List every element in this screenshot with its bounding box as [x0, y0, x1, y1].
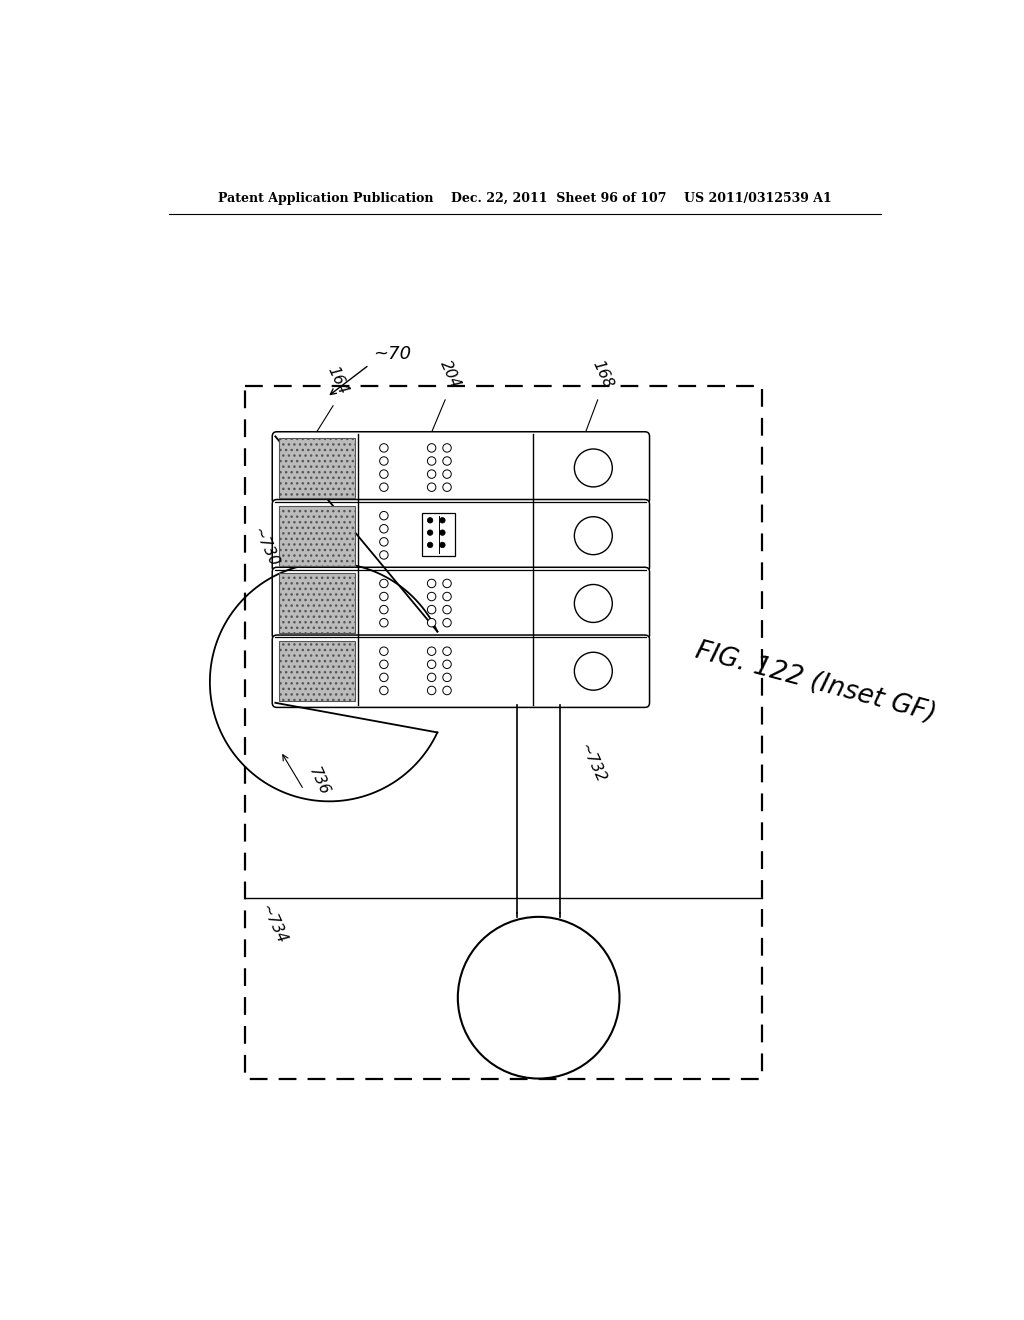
- Text: 164: 164: [325, 364, 350, 397]
- Circle shape: [442, 647, 452, 656]
- Circle shape: [427, 686, 436, 694]
- Circle shape: [427, 483, 436, 491]
- Text: ~732: ~732: [578, 741, 608, 785]
- Text: FIG. 122 (Inset GF): FIG. 122 (Inset GF): [692, 638, 939, 727]
- Circle shape: [380, 660, 388, 668]
- Circle shape: [427, 647, 436, 656]
- Text: ~730: ~730: [250, 525, 282, 569]
- Circle shape: [427, 457, 436, 465]
- Circle shape: [427, 579, 436, 587]
- Circle shape: [442, 673, 452, 681]
- Circle shape: [574, 449, 612, 487]
- Circle shape: [442, 579, 452, 587]
- Circle shape: [574, 585, 612, 623]
- Circle shape: [427, 606, 436, 614]
- Bar: [280, 642, 354, 701]
- Bar: [280, 573, 354, 634]
- Text: Patent Application Publication    Dec. 22, 2011  Sheet 96 of 107    US 2011/0312: Patent Application Publication Dec. 22, …: [218, 191, 831, 205]
- Circle shape: [442, 483, 452, 491]
- Circle shape: [574, 652, 612, 690]
- Circle shape: [380, 686, 388, 694]
- Circle shape: [427, 673, 436, 681]
- Circle shape: [380, 457, 388, 465]
- Circle shape: [380, 550, 388, 560]
- Circle shape: [380, 537, 388, 546]
- Circle shape: [442, 686, 452, 694]
- FancyBboxPatch shape: [272, 499, 649, 572]
- Bar: [245, 385, 762, 1078]
- FancyBboxPatch shape: [272, 568, 649, 640]
- Circle shape: [427, 593, 436, 601]
- Circle shape: [380, 444, 388, 453]
- Circle shape: [442, 593, 452, 601]
- Circle shape: [458, 917, 620, 1078]
- Circle shape: [380, 647, 388, 656]
- FancyBboxPatch shape: [272, 432, 649, 504]
- Circle shape: [427, 470, 436, 478]
- Circle shape: [380, 619, 388, 627]
- Circle shape: [427, 444, 436, 453]
- Circle shape: [574, 516, 612, 554]
- Circle shape: [442, 470, 452, 478]
- Circle shape: [442, 457, 452, 465]
- Circle shape: [380, 606, 388, 614]
- Circle shape: [427, 517, 433, 523]
- Bar: [280, 506, 354, 566]
- FancyBboxPatch shape: [272, 635, 649, 708]
- Circle shape: [439, 543, 445, 548]
- Circle shape: [439, 517, 445, 523]
- Bar: [280, 438, 354, 498]
- Text: 204: 204: [437, 358, 463, 391]
- Circle shape: [442, 606, 452, 614]
- Circle shape: [427, 529, 433, 536]
- Circle shape: [380, 593, 388, 601]
- Circle shape: [442, 444, 452, 453]
- Circle shape: [380, 511, 388, 520]
- Bar: [422, 512, 455, 556]
- Text: ~734: ~734: [258, 903, 289, 946]
- Circle shape: [442, 619, 452, 627]
- Circle shape: [380, 483, 388, 491]
- Circle shape: [427, 660, 436, 668]
- Circle shape: [380, 470, 388, 478]
- Circle shape: [380, 673, 388, 681]
- Text: 168: 168: [590, 358, 615, 391]
- Circle shape: [380, 579, 388, 587]
- Circle shape: [439, 529, 445, 536]
- Circle shape: [380, 524, 388, 533]
- Text: 736: 736: [306, 764, 332, 797]
- Circle shape: [427, 619, 436, 627]
- Circle shape: [442, 660, 452, 668]
- Circle shape: [427, 543, 433, 548]
- Text: ~70: ~70: [373, 345, 412, 363]
